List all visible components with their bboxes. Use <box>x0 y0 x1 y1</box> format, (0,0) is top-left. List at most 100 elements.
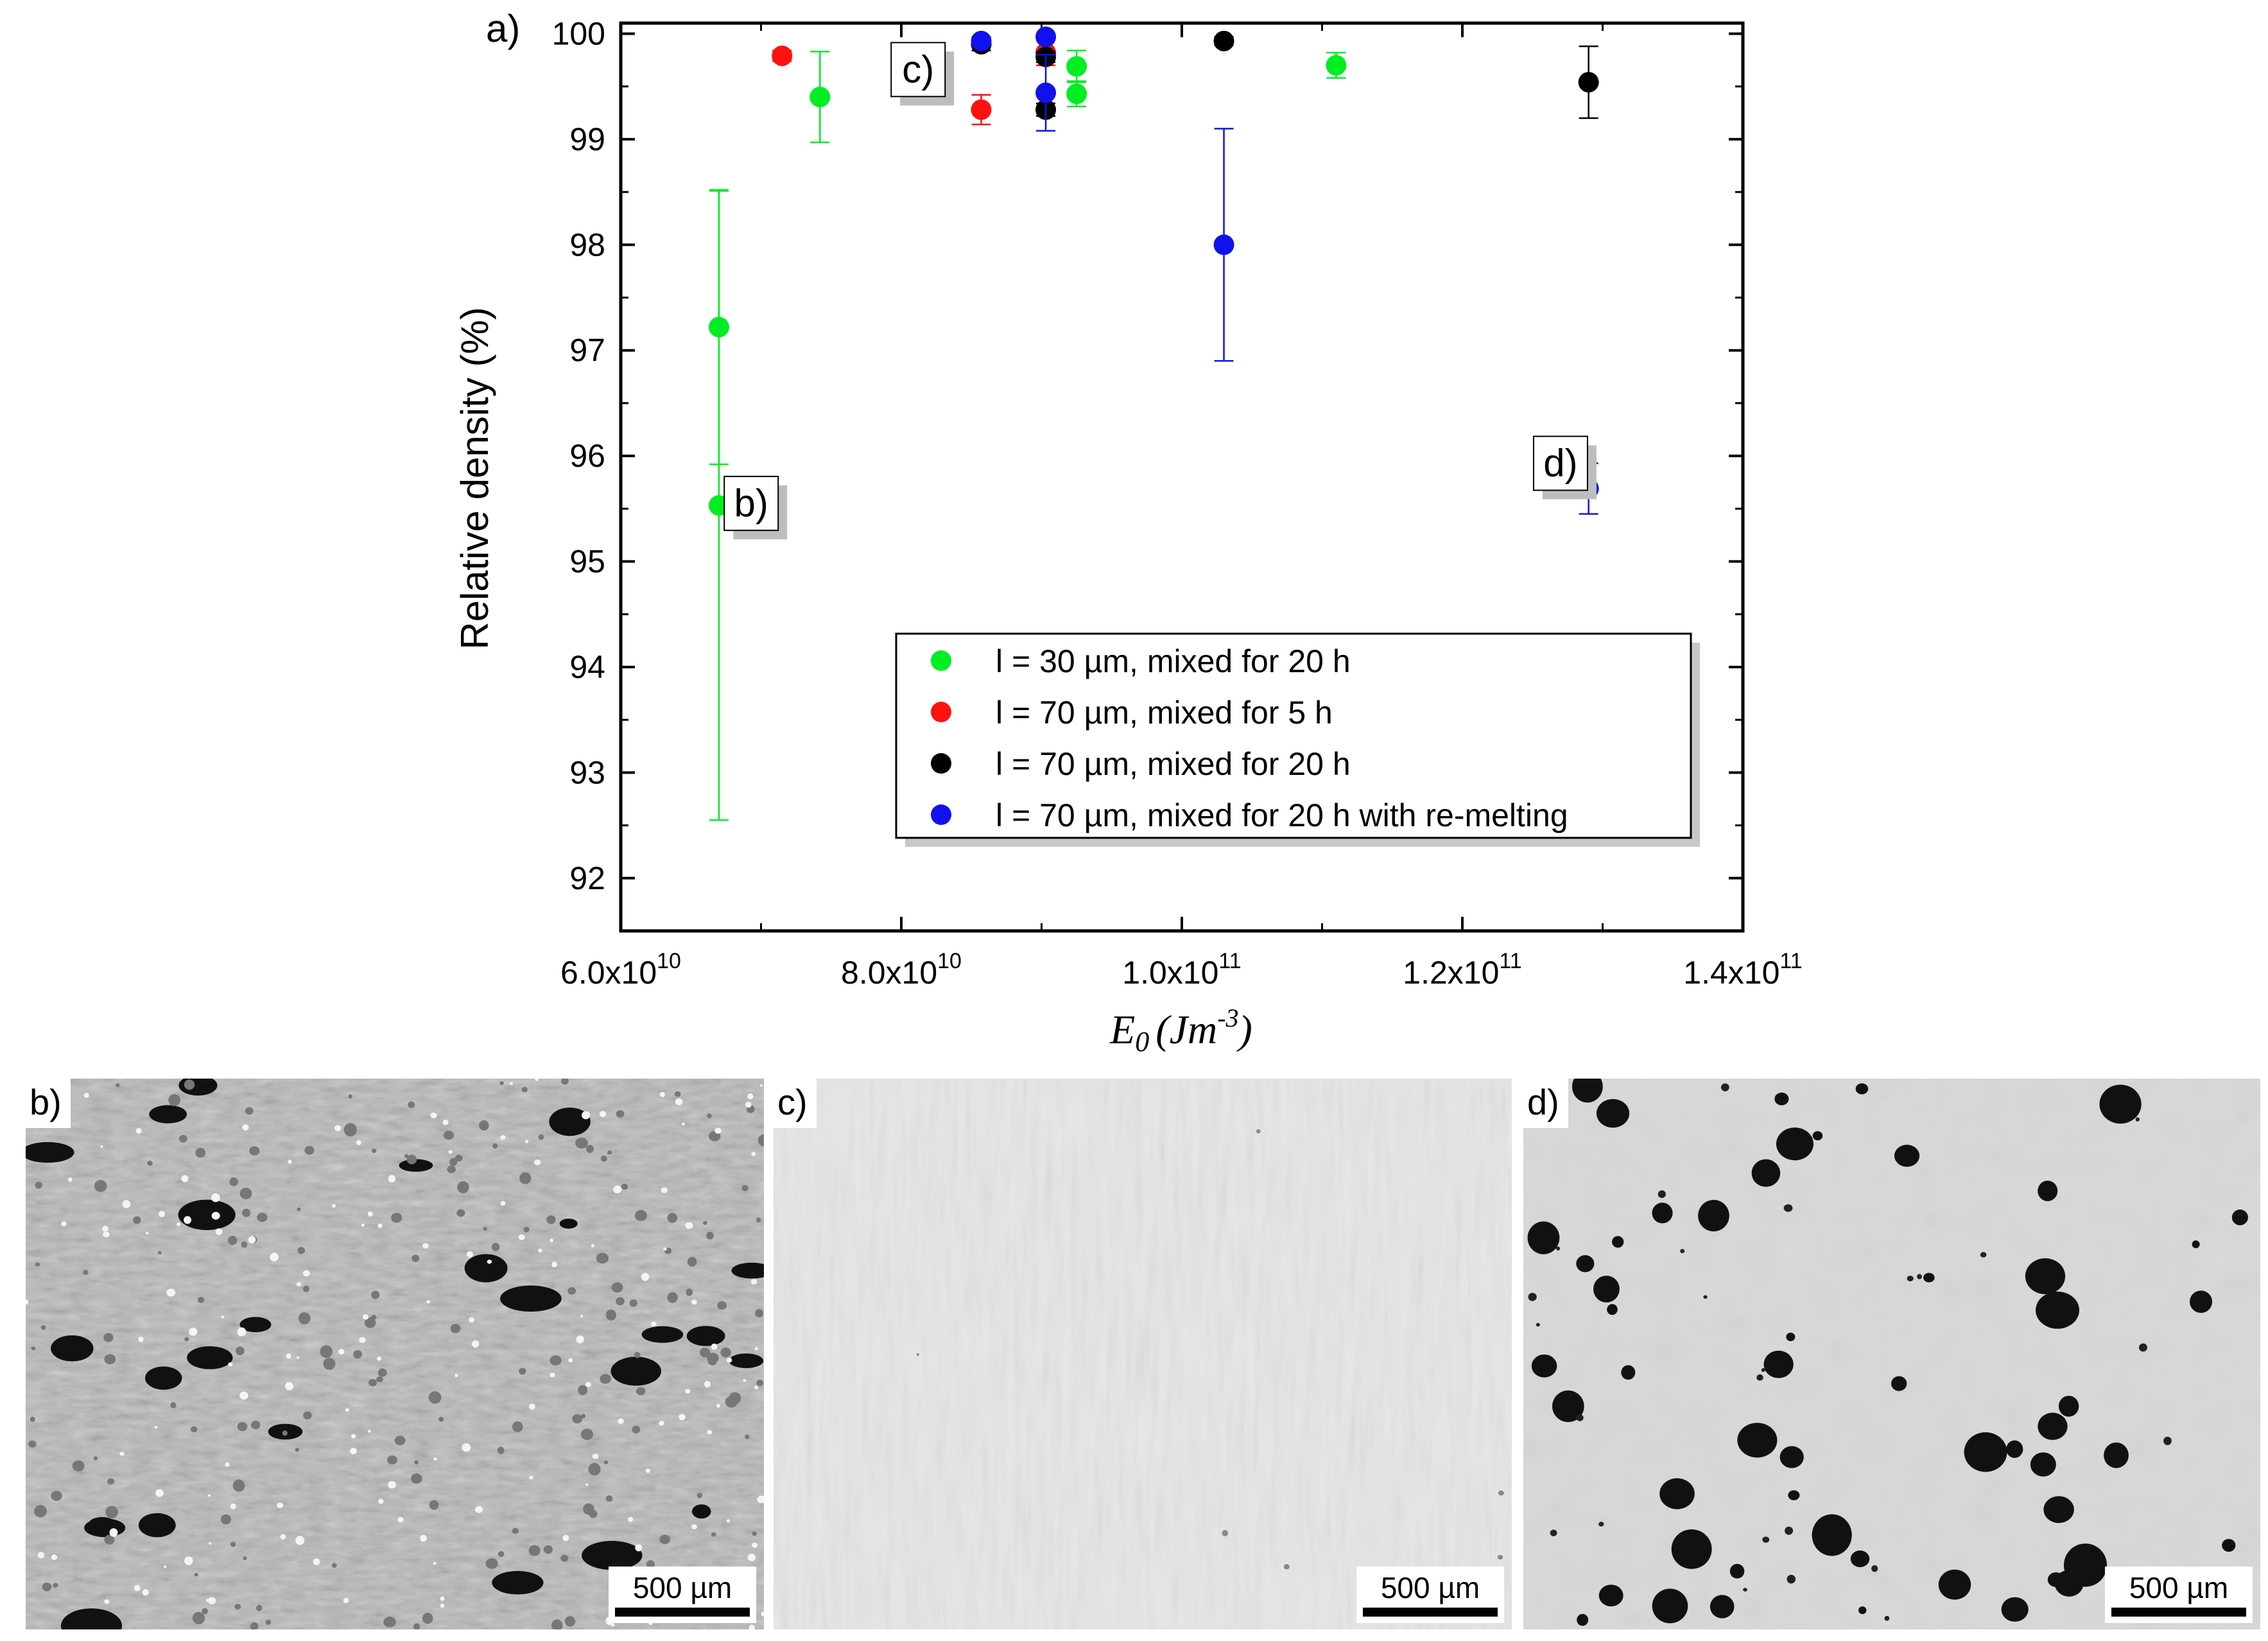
pore <box>168 1094 180 1106</box>
pore <box>35 1262 40 1267</box>
pore <box>42 1582 52 1592</box>
pore <box>1907 1275 1914 1281</box>
pore <box>1812 1514 1852 1556</box>
pore <box>659 1091 666 1097</box>
pore <box>122 1200 131 1208</box>
pore <box>575 1137 588 1149</box>
pore <box>627 1516 634 1522</box>
pore <box>1751 1159 1781 1187</box>
legend-marker <box>931 753 951 774</box>
pore <box>296 1281 302 1287</box>
pore <box>1550 1529 1557 1536</box>
pore <box>707 1113 712 1118</box>
pore <box>1571 1079 1603 1103</box>
pore <box>1938 1569 1971 1600</box>
pore <box>104 1599 110 1604</box>
pore <box>1527 1221 1560 1255</box>
pore <box>682 1122 685 1126</box>
pore <box>1743 1588 1747 1592</box>
pore <box>685 1389 691 1394</box>
pore <box>207 1597 216 1604</box>
pore <box>1894 1145 1920 1167</box>
pore <box>408 1101 415 1108</box>
pore <box>323 1357 336 1370</box>
pore <box>479 1120 489 1131</box>
y-tick-label: 97 <box>569 333 605 369</box>
pore <box>430 1112 437 1118</box>
pore <box>468 1317 475 1323</box>
pore <box>138 1513 176 1538</box>
pore <box>745 1434 750 1439</box>
pore <box>282 1430 288 1436</box>
pore <box>225 1462 230 1467</box>
pore <box>667 1292 678 1303</box>
pore <box>250 1420 261 1430</box>
data-point <box>1213 30 1234 51</box>
pore <box>641 1272 650 1281</box>
pore <box>298 1312 311 1324</box>
pore <box>119 1452 125 1456</box>
pore <box>1923 1272 1935 1283</box>
pore <box>371 1314 377 1320</box>
pore <box>1720 1083 1729 1091</box>
micrograph-d-image <box>1523 1079 2260 1629</box>
pore <box>551 1262 557 1267</box>
pore <box>297 1247 306 1255</box>
pore <box>663 1247 667 1251</box>
pore <box>757 1495 764 1504</box>
pore <box>67 1177 73 1182</box>
pore <box>343 1597 349 1603</box>
pore <box>485 1558 498 1569</box>
pore <box>568 1358 573 1363</box>
pore <box>1980 1252 1987 1258</box>
pore <box>135 1127 142 1134</box>
pore <box>411 1255 420 1262</box>
pore <box>429 1500 439 1510</box>
y-tick-label: 95 <box>569 544 605 580</box>
annotation-box <box>723 476 779 532</box>
y-tick-label: 100 <box>552 15 605 51</box>
pore <box>1671 1529 1712 1569</box>
pore <box>543 1545 553 1554</box>
pore <box>1596 1098 1630 1128</box>
pore <box>345 1408 350 1412</box>
annotation-0: b) <box>723 476 788 540</box>
pore <box>51 1554 58 1560</box>
pore <box>591 1244 595 1247</box>
pore <box>351 1434 356 1439</box>
pore <box>450 1323 461 1333</box>
pore <box>239 1187 252 1199</box>
pore <box>248 1236 256 1244</box>
pore <box>288 1159 292 1164</box>
pore <box>475 1506 483 1513</box>
pore <box>691 1504 711 1519</box>
pore <box>686 1326 725 1346</box>
pore <box>538 1248 542 1253</box>
pore <box>195 1147 206 1158</box>
data-point <box>772 45 793 66</box>
pore <box>257 1212 268 1222</box>
pore <box>700 1348 711 1358</box>
pore <box>605 1495 613 1502</box>
pore <box>759 1084 763 1087</box>
pore <box>756 1379 763 1386</box>
pore <box>572 1414 583 1424</box>
pore <box>711 1532 716 1537</box>
pore <box>582 1541 643 1570</box>
pore <box>564 1616 576 1627</box>
pore <box>239 1391 248 1400</box>
pore <box>549 1107 591 1136</box>
pore <box>464 1254 508 1283</box>
pore <box>1787 1574 1796 1584</box>
pore <box>116 1083 120 1088</box>
pore <box>691 1524 697 1529</box>
pore <box>741 1185 749 1192</box>
pore <box>1576 1255 1595 1272</box>
pore <box>661 1187 668 1194</box>
pore <box>187 1346 233 1369</box>
pore <box>331 1563 337 1568</box>
micrograph-c-scalebar: 500 µm <box>1356 1567 1504 1623</box>
scalebar-d-text: 500 µm <box>2129 1571 2229 1604</box>
pore <box>754 1347 758 1351</box>
pore <box>1652 1588 1688 1624</box>
